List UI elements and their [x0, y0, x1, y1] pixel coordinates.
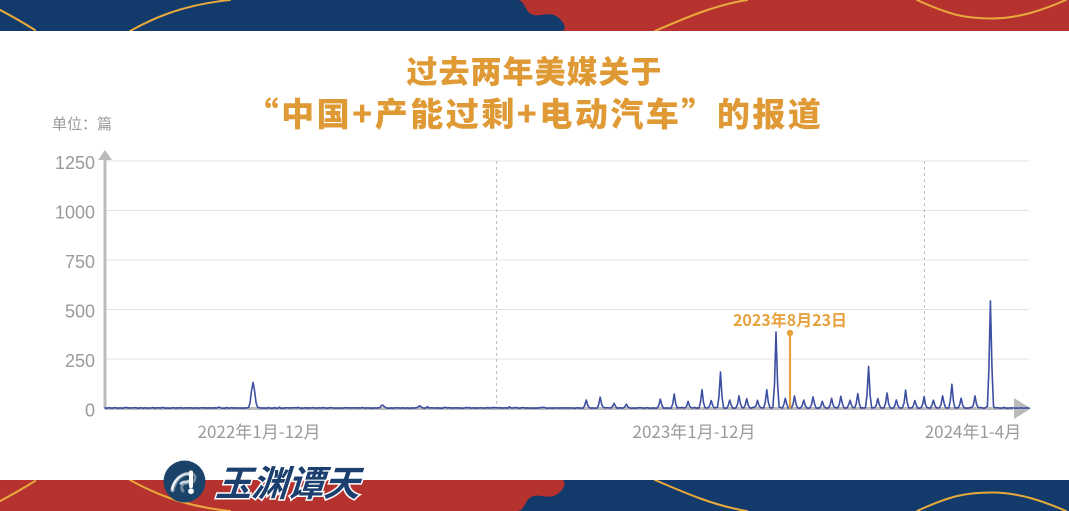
- svg-text:2023年8月23日: 2023年8月23日: [733, 307, 847, 331]
- svg-text:750: 750: [65, 252, 95, 272]
- svg-text:500: 500: [65, 302, 95, 322]
- svg-text:2022年1月-12月: 2022年1月-12月: [198, 418, 321, 443]
- svg-text:0: 0: [85, 401, 95, 421]
- svg-text:1000: 1000: [55, 203, 95, 223]
- svg-text:2023年1月-12月: 2023年1月-12月: [633, 418, 756, 443]
- svg-text:250: 250: [65, 351, 95, 371]
- svg-text:2024年1-4月: 2024年1-4月: [925, 418, 1022, 443]
- svg-text:1250: 1250: [55, 153, 95, 173]
